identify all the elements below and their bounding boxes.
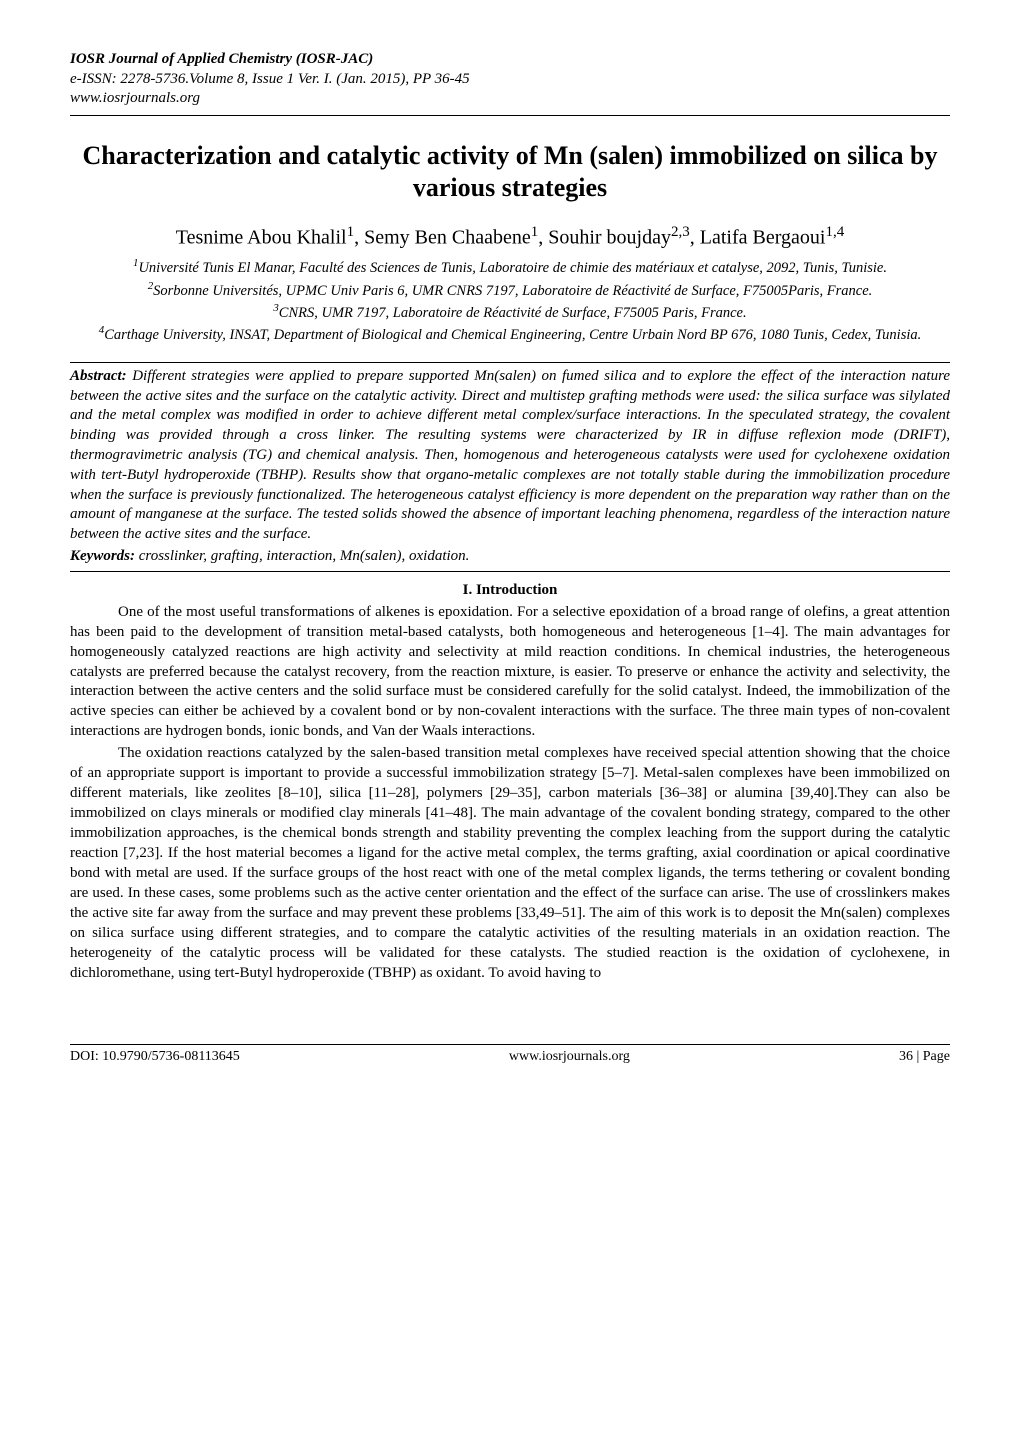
page-footer: DOI: 10.9790/5736-08113645 www.iosrjourn… <box>70 1044 950 1065</box>
footer-center-url: www.iosrjournals.org <box>509 1049 630 1065</box>
body-paragraph-2: The oxidation reactions catalyzed by the… <box>70 744 950 983</box>
keywords-text: crosslinker, grafting, interaction, Mn(s… <box>139 548 470 564</box>
abstract-top-rule <box>70 362 950 363</box>
journal-url: www.iosrjournals.org <box>70 89 950 109</box>
affiliations-block: 1Université Tunis El Manar, Faculté des … <box>70 256 950 346</box>
footer-doi: DOI: 10.9790/5736-08113645 <box>70 1049 240 1065</box>
abstract-text: Different strategies were applied to pre… <box>70 368 950 542</box>
abstract-block: Abstract: Different strategies were appl… <box>70 367 950 545</box>
keywords-label: Keywords: <box>70 548 135 564</box>
journal-name: IOSR Journal of Applied Chemistry (IOSR-… <box>70 50 950 70</box>
affiliation-line: 2Sorbonne Universités, UPMC Univ Paris 6… <box>70 279 950 301</box>
section-heading-introduction: I. Introduction <box>70 582 950 599</box>
body-paragraph-1: One of the most useful transformations o… <box>70 603 950 743</box>
authors-line: Tesnime Abou Khalil1, Semy Ben Chaabene1… <box>70 223 950 251</box>
affiliation-line: 1Université Tunis El Manar, Faculté des … <box>70 256 950 278</box>
abstract-bottom-rule <box>70 571 950 572</box>
affiliation-line: 4Carthage University, INSAT, Department … <box>70 323 950 345</box>
page-container: IOSR Journal of Applied Chemistry (IOSR-… <box>0 0 1020 1105</box>
journal-header: IOSR Journal of Applied Chemistry (IOSR-… <box>70 50 950 109</box>
article-title: Characterization and catalytic activity … <box>80 140 940 205</box>
journal-issn-line: e-ISSN: 2278-5736.Volume 8, Issue 1 Ver.… <box>70 70 950 90</box>
header-rule <box>70 115 950 116</box>
affiliation-line: 3CNRS, UMR 7197, Laboratoire de Réactivi… <box>70 301 950 323</box>
keywords-block: Keywords: crosslinker, grafting, interac… <box>70 547 950 567</box>
abstract-label: Abstract: <box>70 368 127 384</box>
footer-page-number: 36 | Page <box>899 1049 950 1065</box>
